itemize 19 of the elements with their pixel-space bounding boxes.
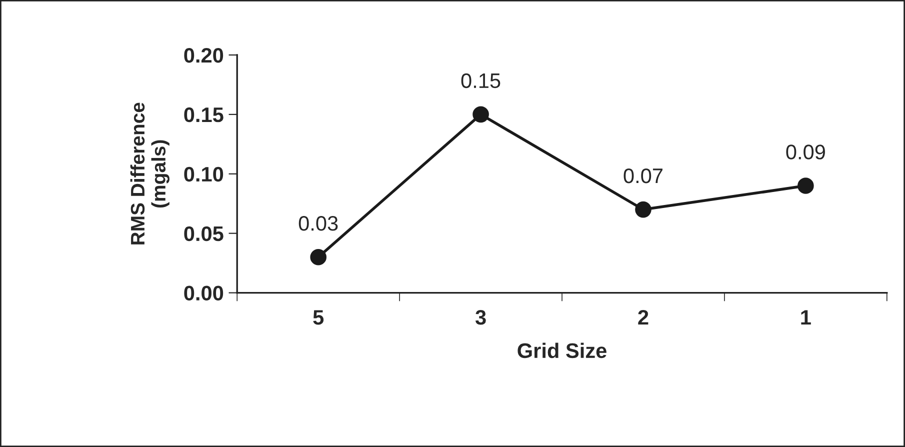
x-tick-label: 1 <box>801 310 811 325</box>
y-tick-label: 0.15 <box>184 107 224 122</box>
data-label: 0.07 <box>624 168 662 184</box>
y-tick-label: 0.00 <box>184 286 224 301</box>
data-label: 0.15 <box>461 73 500 88</box>
x-axis-title: Grid Size <box>518 342 606 358</box>
data-label: 0.03 <box>298 216 338 231</box>
point <box>635 201 652 218</box>
point <box>310 248 326 266</box>
point <box>798 178 814 194</box>
y-axis-title: RMS Difference (mgals) <box>130 102 170 244</box>
y-tick-label: 0.20 <box>184 48 224 63</box>
y-tick-label: 0.10 <box>184 166 224 182</box>
x-tick-label: 3 <box>475 310 486 325</box>
y-tick-label: 0.05 <box>184 226 224 242</box>
data-label: 0.09 <box>786 144 825 160</box>
point <box>472 106 489 123</box>
x-tick-label: 2 <box>638 310 648 325</box>
x-tick-label: 5 <box>313 310 324 325</box>
